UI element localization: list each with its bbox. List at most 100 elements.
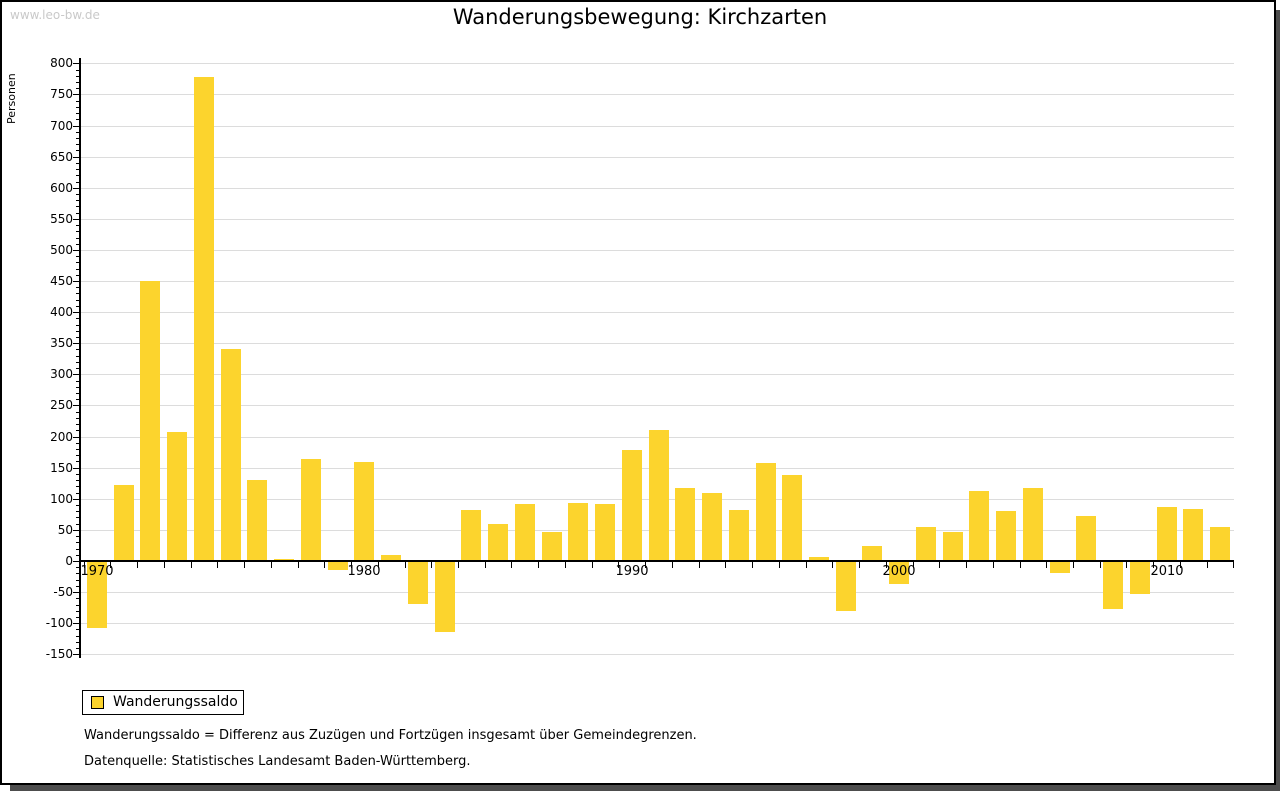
x-tick: [137, 562, 138, 568]
gridline: [80, 312, 1234, 313]
y-minor-tick: [76, 300, 80, 301]
bar: [515, 504, 535, 561]
gridline: [80, 405, 1234, 406]
y-minor-tick: [76, 244, 80, 245]
y-minor-tick: [76, 393, 80, 394]
bar: [702, 493, 722, 561]
y-major-tick: [73, 281, 80, 282]
bar: [408, 562, 428, 604]
y-major-tick: [73, 188, 80, 189]
y-tick-label: 0: [65, 554, 73, 568]
x-tick: [110, 562, 111, 568]
x-tick: [1233, 562, 1234, 568]
y-minor-tick: [76, 349, 80, 350]
bar: [809, 557, 829, 561]
y-minor-tick: [76, 269, 80, 270]
bar: [435, 562, 455, 632]
y-tick-label: 700: [50, 119, 73, 133]
y-major-tick: [73, 592, 80, 593]
bar: [381, 555, 401, 561]
y-tick-label: 250: [50, 398, 73, 412]
y-major-tick: [73, 654, 80, 655]
y-minor-tick: [76, 586, 80, 587]
y-minor-tick: [76, 200, 80, 201]
y-minor-tick: [76, 418, 80, 419]
y-tick-label: -150: [45, 647, 73, 661]
x-tick: [378, 562, 379, 568]
y-minor-tick: [76, 598, 80, 599]
bar: [87, 562, 107, 628]
bar: [595, 504, 615, 561]
bar: [1183, 509, 1203, 561]
y-minor-tick: [76, 542, 80, 543]
x-tick: [1126, 562, 1127, 568]
gridline: [80, 374, 1234, 375]
y-minor-tick: [76, 511, 80, 512]
drop-shadow-bottom: [10, 785, 1280, 791]
y-major-tick: [73, 63, 80, 64]
y-minor-tick: [76, 331, 80, 332]
y-tick-label: 550: [50, 212, 73, 226]
y-major-tick: [73, 94, 80, 95]
bar: [167, 432, 187, 561]
x-tick: [1020, 562, 1021, 568]
legend-label: Wanderungssaldo: [113, 694, 238, 710]
bar: [943, 532, 963, 561]
y-minor-tick: [76, 82, 80, 83]
y-major-tick: [73, 530, 80, 531]
bar: [301, 459, 321, 561]
y-major-tick: [73, 157, 80, 158]
x-tick: [859, 562, 860, 568]
y-minor-tick: [76, 119, 80, 120]
y-minor-tick: [76, 213, 80, 214]
x-tick: [832, 562, 833, 568]
y-minor-tick: [76, 107, 80, 108]
y-major-tick: [73, 405, 80, 406]
y-minor-tick: [76, 356, 80, 357]
y-minor-tick: [76, 486, 80, 487]
gridline: [80, 623, 1234, 624]
y-minor-tick: [76, 337, 80, 338]
y-minor-tick: [76, 150, 80, 151]
gridline: [80, 343, 1234, 344]
x-tick: [886, 562, 887, 568]
y-major-tick: [73, 623, 80, 624]
y-minor-tick: [76, 88, 80, 89]
bar: [675, 488, 695, 561]
x-tick: [324, 562, 325, 568]
y-minor-tick: [76, 381, 80, 382]
y-major-tick: [73, 468, 80, 469]
x-tick: [939, 562, 940, 568]
y-major-tick: [73, 312, 80, 313]
y-minor-tick: [76, 194, 80, 195]
x-tick: [164, 562, 165, 568]
y-minor-tick: [76, 611, 80, 612]
y-tick-label: 600: [50, 181, 73, 195]
y-minor-tick: [76, 480, 80, 481]
y-minor-tick: [76, 368, 80, 369]
bar: [1076, 516, 1096, 561]
y-minor-tick: [76, 175, 80, 176]
x-tick: [699, 562, 700, 568]
bar: [194, 77, 214, 561]
x-tick: [538, 562, 539, 568]
y-minor-tick: [76, 70, 80, 71]
y-tick-label: 300: [50, 367, 73, 381]
footnote-definition: Wanderungssaldo = Differenz aus Zuzügen …: [84, 728, 697, 743]
y-minor-tick: [76, 648, 80, 649]
gridline: [80, 94, 1234, 95]
y-tick-label: 350: [50, 336, 73, 350]
gridline: [80, 126, 1234, 127]
gridline: [80, 281, 1234, 282]
x-tick-label: 1970: [80, 564, 114, 579]
y-minor-tick: [76, 399, 80, 400]
gridline: [80, 592, 1234, 593]
y-minor-tick: [76, 505, 80, 506]
y-minor-tick: [76, 412, 80, 413]
y-minor-tick: [76, 493, 80, 494]
y-minor-tick: [76, 573, 80, 574]
bar: [1210, 527, 1230, 561]
y-tick-label: 150: [50, 461, 73, 475]
bar: [969, 491, 989, 561]
y-major-tick: [73, 250, 80, 251]
